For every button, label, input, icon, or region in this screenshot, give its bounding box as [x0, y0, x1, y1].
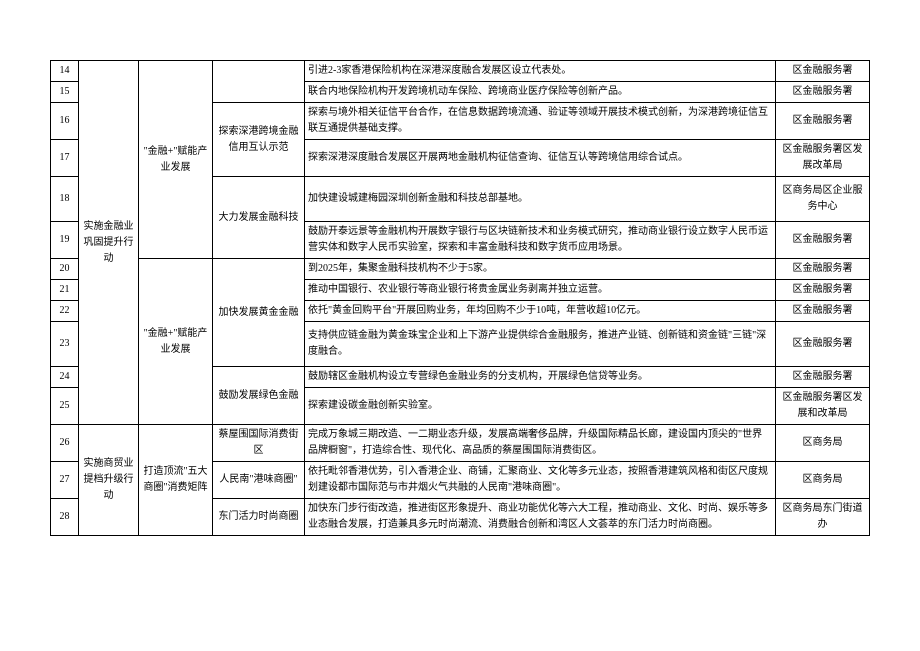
detail-cell: 支持供应链金融为黄金珠宝企业和上下游产业提供综合金融服务，推进产业链、创新链和资…	[305, 322, 776, 367]
dept-cell: 区商务局	[776, 425, 870, 462]
action-cell: 加快发展黄金金融	[213, 259, 305, 367]
row-number: 22	[51, 301, 79, 322]
detail-cell: 探索建设碳金融创新实验室。	[305, 388, 776, 425]
detail-cell: 推动中国银行、农业银行等商业银行将贵金属业务剥离并独立运营。	[305, 280, 776, 301]
row-number: 19	[51, 222, 79, 259]
dept-cell: 区金融服务署	[776, 82, 870, 103]
dept-cell: 区金融服务署	[776, 280, 870, 301]
dept-cell: 区金融服务署	[776, 259, 870, 280]
row-number: 28	[51, 499, 79, 536]
row-number: 17	[51, 140, 79, 177]
detail-cell: 依托毗邻香港优势，引入香港企业、商铺，汇聚商业、文化等多元业态，按照香港建筑风格…	[305, 462, 776, 499]
detail-cell: 完成万象城三期改造、一二期业态升级，发展高端奢侈品牌，升级国际精品长廊，建设国内…	[305, 425, 776, 462]
policy-table: 14 实施金融业巩固提升行动 "金融+"赋能产业发展 引进2-3家香港保险机构在…	[50, 60, 870, 536]
subcategory-cell: "金融+"赋能产业发展	[139, 259, 213, 425]
row-number: 14	[51, 61, 79, 82]
row-number: 18	[51, 177, 79, 222]
action-cell: 大力发展金融科技	[213, 177, 305, 259]
detail-cell: 探索与境外相关征信平台合作，在信息数据跨境流通、验证等领域开展技术模式创新，为深…	[305, 103, 776, 140]
row-number: 27	[51, 462, 79, 499]
row-number: 16	[51, 103, 79, 140]
row-number: 25	[51, 388, 79, 425]
category-cell: 实施金融业巩固提升行动	[79, 61, 139, 425]
dept-cell: 区金融服务署	[776, 61, 870, 82]
action-cell: 探索深港跨境金融信用互认示范	[213, 103, 305, 177]
row-number: 26	[51, 425, 79, 462]
row-number: 20	[51, 259, 79, 280]
row-number: 21	[51, 280, 79, 301]
row-number: 15	[51, 82, 79, 103]
dept-cell: 区金融服务署	[776, 322, 870, 367]
detail-cell: 联合内地保险机构开发跨境机动车保险、跨境商业医疗保险等创新产品。	[305, 82, 776, 103]
detail-cell: 引进2-3家香港保险机构在深港深度融合发展区设立代表处。	[305, 61, 776, 82]
detail-cell: 鼓励开泰远景等金融机构开展数字银行与区块链新技术和业务模式研究，推动商业银行设立…	[305, 222, 776, 259]
dept-cell: 区金融服务署	[776, 103, 870, 140]
dept-cell: 区金融服务署区发展改革局	[776, 140, 870, 177]
dept-cell: 区商务局东门街道办	[776, 499, 870, 536]
subcategory-cell: 打造顶流"五大商圈"消费矩阵	[139, 425, 213, 536]
detail-cell: 加快东门步行街改造，推进街区形象提升、商业功能优化等六大工程，推动商业、文化、时…	[305, 499, 776, 536]
detail-cell: 鼓励辖区金融机构设立专营绿色金融业务的分支机构，开展绿色信贷等业务。	[305, 367, 776, 388]
action-cell: 鼓励发展绿色金融	[213, 367, 305, 425]
table-row: 14 实施金融业巩固提升行动 "金融+"赋能产业发展 引进2-3家香港保险机构在…	[51, 61, 870, 82]
category-cell: 实施商贸业提档升级行动	[79, 425, 139, 536]
dept-cell: 区金融服务署	[776, 301, 870, 322]
row-number: 24	[51, 367, 79, 388]
action-cell: 蔡屋围国际消费街区	[213, 425, 305, 462]
dept-cell: 区商务局区企业服务中心	[776, 177, 870, 222]
dept-cell: 区金融服务署	[776, 367, 870, 388]
dept-cell: 区金融服务署区发展和改革局	[776, 388, 870, 425]
dept-cell: 区金融服务署	[776, 222, 870, 259]
detail-cell: 加快建设城建梅园深圳创新金融和科技总部基地。	[305, 177, 776, 222]
subcategory-cell: "金融+"赋能产业发展	[139, 61, 213, 259]
action-cell: 东门活力时尚商圈	[213, 499, 305, 536]
detail-cell: 依托"黄金回购平台"开展回购业务，年均回购不少于10吨，年营收超10亿元。	[305, 301, 776, 322]
row-number: 23	[51, 322, 79, 367]
action-cell: 人民南"港味商圈"	[213, 462, 305, 499]
detail-cell: 到2025年，集聚金融科技机构不少于5家。	[305, 259, 776, 280]
table-row: 26 实施商贸业提档升级行动 打造顶流"五大商圈"消费矩阵 蔡屋围国际消费街区 …	[51, 425, 870, 462]
table-row: 20 "金融+"赋能产业发展 加快发展黄金金融 到2025年，集聚金融科技机构不…	[51, 259, 870, 280]
dept-cell: 区商务局	[776, 462, 870, 499]
action-cell	[213, 61, 305, 103]
detail-cell: 探索深港深度融合发展区开展两地金融机构征信查询、征信互认等跨境信用综合试点。	[305, 140, 776, 177]
